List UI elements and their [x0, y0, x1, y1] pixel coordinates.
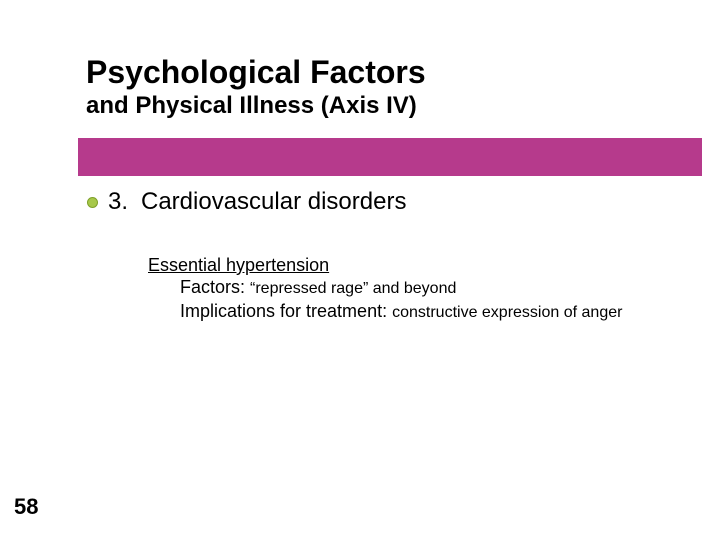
page-number: 58: [14, 494, 38, 520]
detail-heading: Essential hypertension: [148, 254, 622, 276]
detail-line-0-prefix: Factors:: [180, 277, 250, 297]
detail-line-1: Implications for treatment: constructive…: [180, 300, 622, 324]
slide-subtitle: and Physical Illness (Axis IV): [86, 92, 426, 120]
section-label: Cardiovascular disorders: [141, 188, 406, 216]
bullet-icon: [87, 197, 98, 208]
detail-line-0: Factors: “repressed rage” and beyond: [180, 276, 622, 300]
detail-block: Essential hypertension Factors: “repress…: [148, 254, 622, 324]
slide-title: Psychological Factors: [86, 56, 426, 90]
detail-line-1-prefix: Implications for treatment:: [180, 301, 392, 321]
accent-bar: [78, 138, 702, 176]
detail-line-0-rest: “repressed rage” and beyond: [250, 280, 456, 297]
section-number: 3.: [108, 188, 128, 216]
slide: Psychological Factors and Physical Illne…: [0, 0, 720, 540]
detail-line-1-rest: constructive expression of anger: [392, 304, 622, 321]
title-block: Psychological Factors and Physical Illne…: [86, 56, 426, 120]
